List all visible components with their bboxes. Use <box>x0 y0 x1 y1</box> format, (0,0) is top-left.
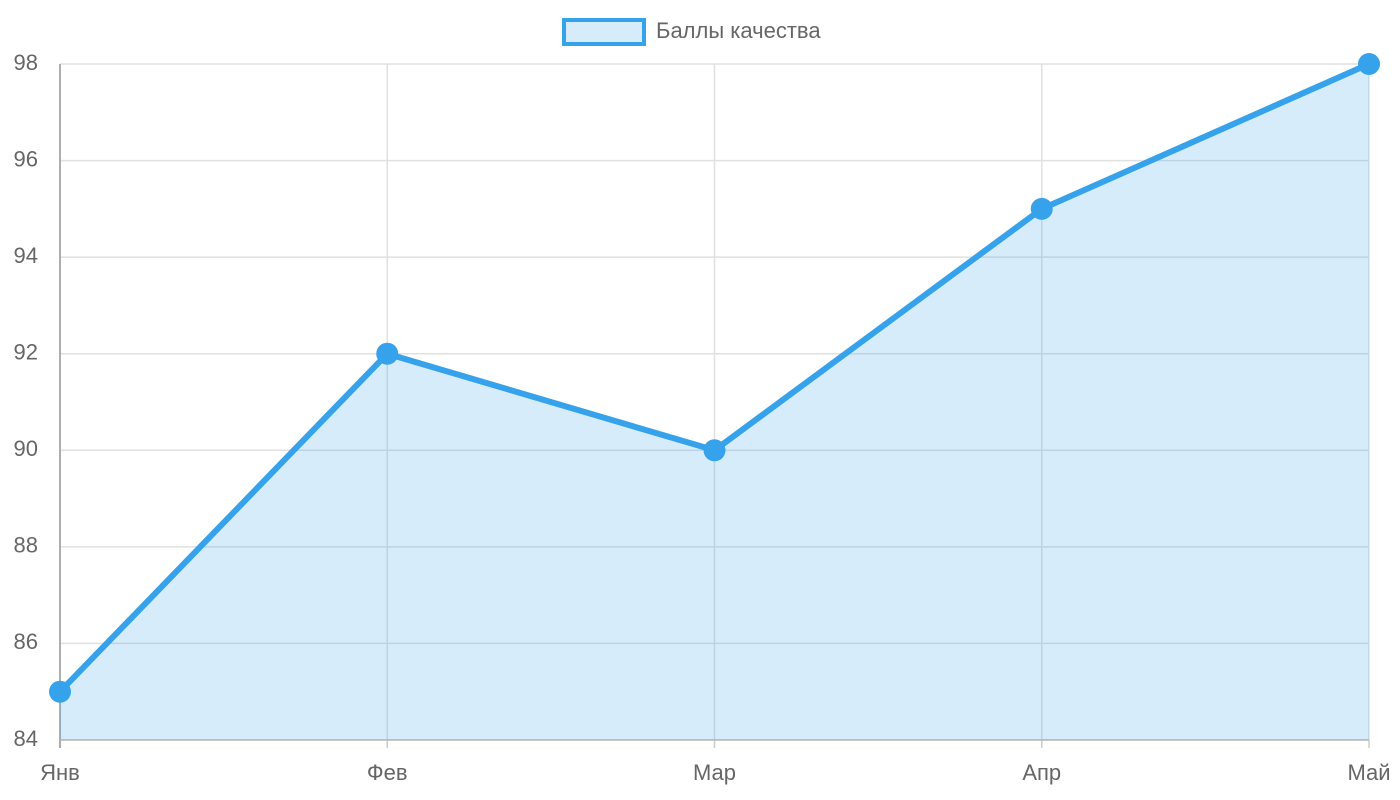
x-tick-label: Мар <box>693 760 736 785</box>
x-tick-label: Апр <box>1022 760 1061 785</box>
area <box>60 64 1369 740</box>
y-tick-label: 86 <box>14 629 38 654</box>
y-tick-label: 88 <box>14 533 38 558</box>
point <box>376 342 399 365</box>
point <box>49 680 71 703</box>
x-tick-label: Янв <box>40 760 80 785</box>
point <box>1358 53 1380 75</box>
point <box>1030 197 1053 220</box>
legend-swatch <box>562 18 646 46</box>
y-tick-label: 84 <box>14 726 38 751</box>
y-tick-label: 90 <box>14 436 38 461</box>
x-tick-label: Май <box>1347 760 1390 785</box>
point <box>703 439 726 462</box>
y-tick-label: 94 <box>14 243 38 268</box>
y-tick-label: 98 <box>14 50 38 75</box>
y-tick-label: 92 <box>14 340 38 365</box>
legend-label: Баллы качества <box>656 18 821 43</box>
x-tick-label: Фев <box>367 760 408 785</box>
y-tick-label: 96 <box>14 146 38 171</box>
